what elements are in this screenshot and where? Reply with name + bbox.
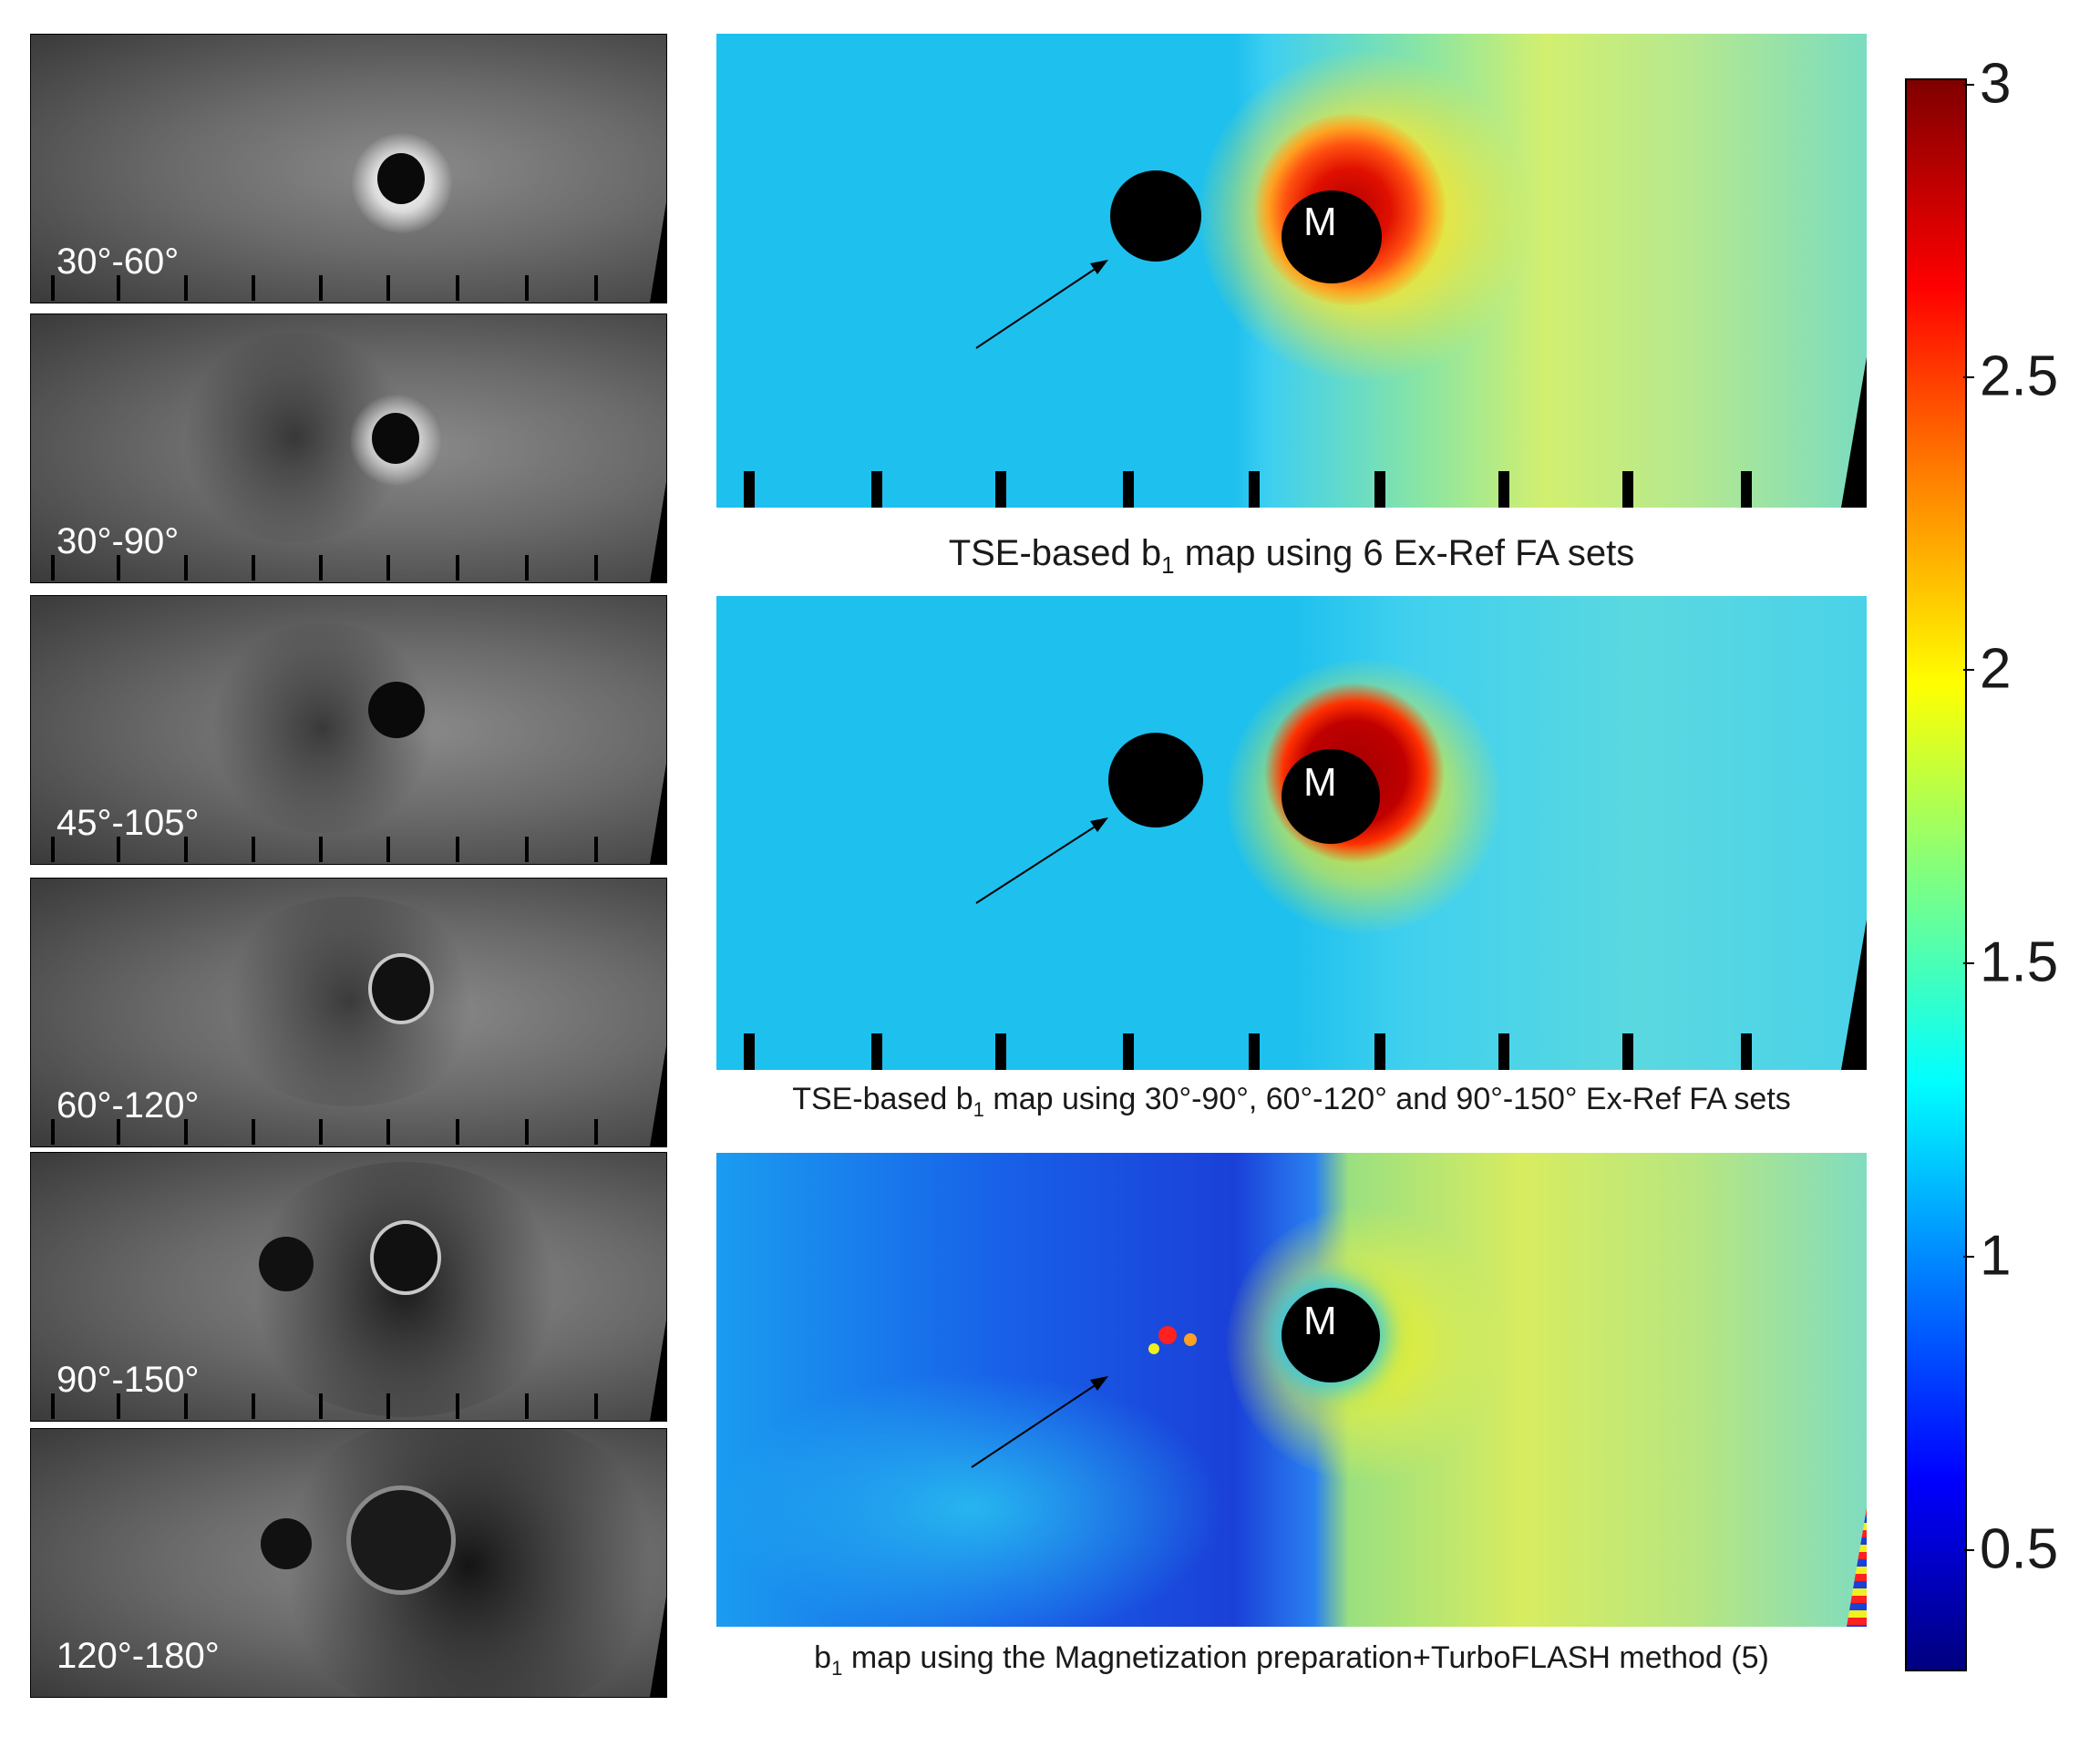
colorbar — [1905, 78, 1967, 1671]
ruler-tick — [1498, 1033, 1509, 1070]
colorbar-label: 0.5 — [1980, 1517, 2059, 1581]
ruler-tick — [1123, 1033, 1134, 1070]
flip-angle-label: 30°-60° — [57, 242, 180, 282]
colorbar-tick — [1963, 669, 1974, 671]
signal-void — [1110, 170, 1201, 262]
ruler-tick — [744, 471, 755, 508]
map-caption-1: TSE-based b1 map using 6 Ex-Ref FA sets — [948, 533, 1635, 579]
flip-angle-label: 30°-90° — [57, 521, 180, 561]
flip-angle-label: 60°-120° — [57, 1085, 200, 1125]
ruler-tick — [871, 1033, 882, 1070]
arrow-icon — [975, 817, 1108, 904]
ruler-tick — [744, 1033, 755, 1070]
b1-map-panel-3: M — [716, 1153, 1867, 1627]
colorbar-label: 1.5 — [1980, 930, 2059, 994]
ruler-tick — [1741, 1033, 1752, 1070]
colorbar-tick — [1963, 376, 1974, 378]
ruler-ticks — [31, 553, 666, 582]
flip-angle-label: 45°-105° — [57, 803, 200, 843]
ruler-tick — [1249, 471, 1260, 508]
metal-void-ring — [370, 1220, 441, 1295]
ruler-tick — [1123, 471, 1134, 508]
b1-map-panel-1: M — [716, 34, 1867, 508]
grayscale-panel-1: 30°-60° — [30, 34, 667, 303]
ruler-ticks — [31, 273, 666, 303]
metal-void-ring — [368, 953, 434, 1024]
metal-void — [372, 413, 419, 464]
metal-void — [1282, 1288, 1380, 1382]
flip-angle-label: 120°-180° — [57, 1636, 220, 1676]
colorbar-tick — [1963, 962, 1974, 964]
metal-marker: M — [1303, 1299, 1337, 1343]
ruler-tick — [1741, 471, 1752, 508]
ruler-tick — [995, 471, 1006, 508]
grayscale-panel-6: 120°-180° — [30, 1428, 667, 1698]
colorbar-label: 2.5 — [1980, 344, 2059, 408]
ruler-tick — [1622, 471, 1633, 508]
signal-void — [1108, 733, 1203, 827]
grayscale-panel-4: 60°-120° — [30, 878, 667, 1147]
metal-void — [377, 153, 425, 204]
ruler-ticks — [31, 835, 666, 864]
metal-void — [368, 682, 425, 738]
arrow-icon — [971, 1326, 1197, 1468]
metal-marker: M — [1303, 760, 1337, 805]
metal-marker: M — [1303, 200, 1337, 244]
grayscale-panel-5: 90°-150° — [30, 1152, 667, 1422]
map-caption-3: b1 map using the Magnetization preparati… — [814, 1640, 1769, 1680]
arrow-icon — [975, 260, 1108, 349]
colorbar-tick — [1963, 84, 1974, 86]
ruler-tick — [1374, 471, 1385, 508]
b1-map-panel-2: M — [716, 596, 1867, 1070]
ruler-tick — [1249, 1033, 1260, 1070]
flip-angle-label: 90°-150° — [57, 1360, 200, 1400]
ruler-tick — [1498, 471, 1509, 508]
dark-spot — [261, 1518, 312, 1569]
dark-shadow — [268, 1429, 666, 1697]
ruler-ticks — [31, 1392, 666, 1421]
ruler-tick — [871, 471, 882, 508]
noise-region — [716, 1372, 1227, 1627]
metal-void — [1282, 749, 1380, 844]
metal-void — [1282, 190, 1382, 283]
dark-shadow — [213, 897, 487, 1106]
colorbar-label: 2 — [1980, 637, 2012, 701]
ruler-tick — [1374, 1033, 1385, 1070]
dark-spot — [259, 1237, 314, 1291]
ruler-ticks — [31, 1117, 666, 1146]
grayscale-panel-3: 45°-105° — [30, 595, 667, 865]
colorbar-tick — [1963, 1549, 1974, 1551]
colorbar-label: 1 — [1980, 1224, 2012, 1288]
colorbar-tick — [1963, 1256, 1974, 1258]
colorbar-label: 3 — [1980, 52, 2012, 116]
grayscale-panel-2: 30°-90° — [30, 313, 667, 583]
map-caption-2: TSE-based b1 map using 30°-90°, 60°-120°… — [792, 1082, 1791, 1121]
metal-void-ring — [346, 1485, 456, 1595]
ruler-tick — [995, 1033, 1006, 1070]
ruler-tick — [1622, 1033, 1633, 1070]
